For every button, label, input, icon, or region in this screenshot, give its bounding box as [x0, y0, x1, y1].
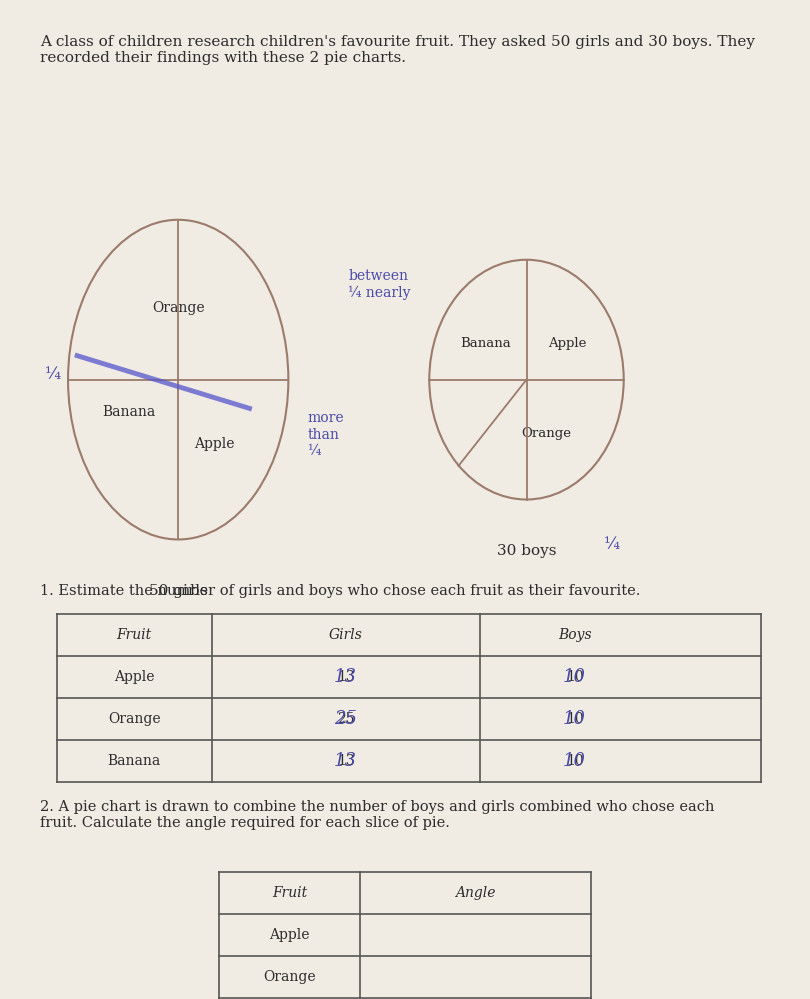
Text: between
¼ nearly: between ¼ nearly — [348, 270, 411, 300]
Text: ¼: ¼ — [603, 535, 620, 553]
Text: Apple: Apple — [194, 437, 235, 451]
Text: Apple: Apple — [269, 928, 309, 942]
Text: 13: 13 — [337, 670, 355, 684]
Text: 13: 13 — [335, 752, 357, 770]
Text: 10: 10 — [563, 752, 586, 770]
Text: ¼: ¼ — [45, 366, 61, 384]
Text: Fruit: Fruit — [272, 886, 307, 900]
Text: 50 girls: 50 girls — [149, 584, 207, 598]
Text: Girls: Girls — [329, 628, 363, 642]
Text: 25: 25 — [335, 710, 357, 728]
Text: A class of children research children's favourite fruit. They asked 50 girls and: A class of children research children's … — [40, 35, 756, 65]
Text: Orange: Orange — [521, 427, 571, 441]
Text: 1. Estimate the number of girls and boys who chose each fruit as their favourite: 1. Estimate the number of girls and boys… — [40, 584, 641, 598]
Text: 10: 10 — [566, 712, 583, 726]
Text: 13: 13 — [335, 668, 357, 686]
Text: more
than
¼: more than ¼ — [308, 412, 344, 458]
Text: Orange: Orange — [108, 712, 160, 726]
Text: 13: 13 — [337, 754, 355, 768]
Text: Boys: Boys — [558, 628, 591, 642]
Text: Orange: Orange — [263, 970, 316, 984]
Text: 2. A pie chart is drawn to combine the number of boys and girls combined who cho: 2. A pie chart is drawn to combine the n… — [40, 800, 715, 830]
Text: Fruit: Fruit — [117, 628, 151, 642]
Text: 10: 10 — [563, 668, 586, 686]
Text: Banana: Banana — [108, 754, 161, 768]
Text: 10: 10 — [566, 670, 583, 684]
Text: 30 boys: 30 boys — [497, 544, 556, 558]
Text: Apple: Apple — [114, 670, 155, 684]
Text: Orange: Orange — [152, 301, 204, 315]
Text: 10: 10 — [563, 710, 586, 728]
Text: Banana: Banana — [460, 337, 511, 351]
Text: 25: 25 — [337, 712, 355, 726]
Text: Banana: Banana — [102, 405, 156, 419]
Text: Apple: Apple — [548, 337, 586, 351]
Text: 10: 10 — [566, 754, 583, 768]
Text: Angle: Angle — [455, 886, 496, 900]
